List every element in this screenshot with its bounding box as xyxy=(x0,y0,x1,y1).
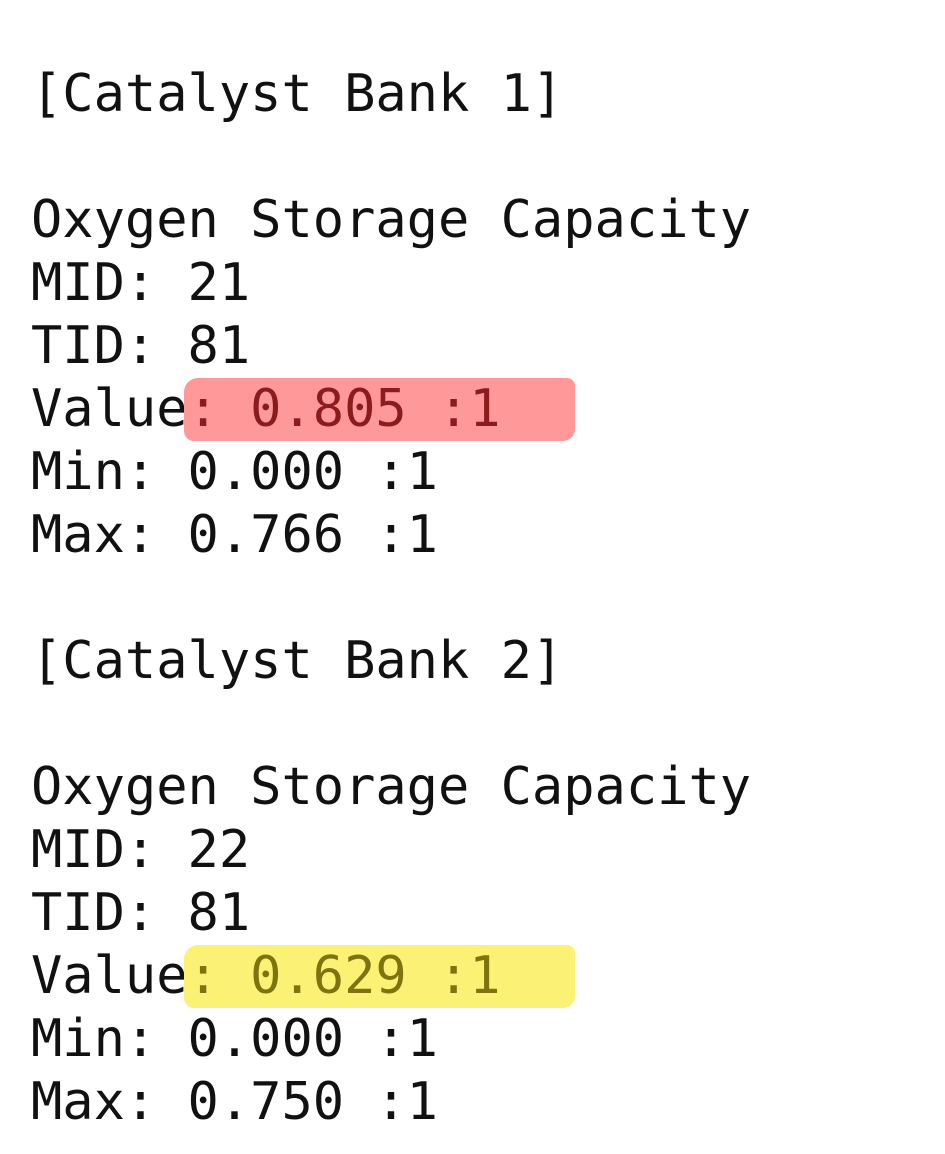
tid-line: TID: 81 xyxy=(31,316,251,376)
blank-line xyxy=(31,126,945,189)
value-highlight-red: : 0.805 :1 xyxy=(183,378,575,441)
mid-line: MID: 21 xyxy=(31,253,251,313)
catalyst-bank-2: [Catalyst Bank 2] Oxygen Storage Capacit… xyxy=(31,630,945,1134)
tid-line: TID: 81 xyxy=(31,883,251,943)
mid-line: MID: 22 xyxy=(31,820,251,880)
bank-header: [Catalyst Bank 2] xyxy=(31,631,564,691)
value-highlight-yellow: : 0.629 :1 xyxy=(183,945,575,1008)
value-label: Value xyxy=(31,946,188,1006)
bank-header: [Catalyst Bank 1] xyxy=(31,64,564,124)
max-line: Max: 0.750 :1 xyxy=(31,1072,438,1132)
blank-line xyxy=(31,693,945,756)
value-line: Value: 0.805 :1 xyxy=(31,378,945,441)
catalyst-bank-1: [Catalyst Bank 1] Oxygen Storage Capacit… xyxy=(31,63,945,567)
test-title: Oxygen Storage Capacity xyxy=(31,190,752,250)
value-label: Value xyxy=(31,379,188,439)
test-title: Oxygen Storage Capacity xyxy=(31,757,752,817)
max-line: Max: 0.766 :1 xyxy=(31,505,438,565)
blank-line xyxy=(31,567,945,630)
min-line: Min: 0.000 :1 xyxy=(31,1009,438,1069)
value-line: Value: 0.629 :1 xyxy=(31,945,945,1008)
min-line: Min: 0.000 :1 xyxy=(31,442,438,502)
